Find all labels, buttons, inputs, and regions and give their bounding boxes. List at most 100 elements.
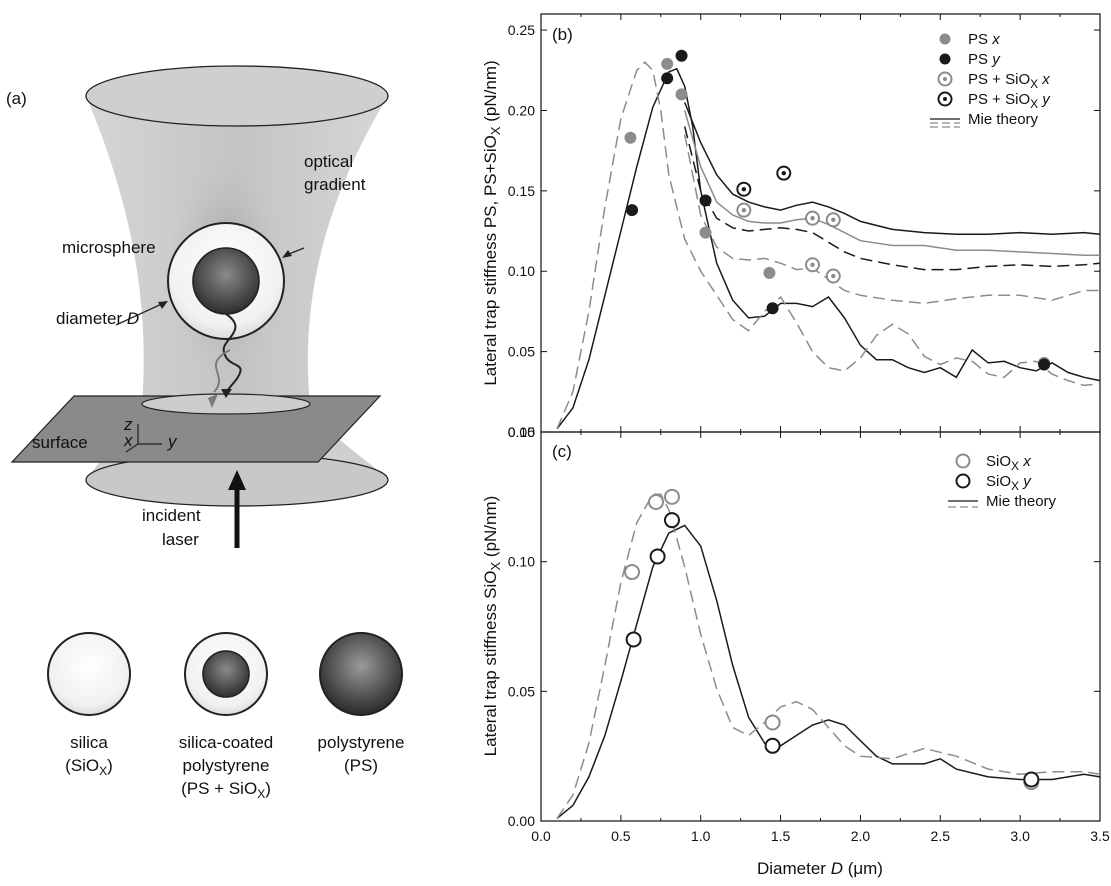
- silica-formula: (SiOX): [65, 756, 113, 778]
- x-axis-title-pre: Diameter: [757, 859, 831, 878]
- data-point-center: [810, 215, 815, 221]
- axis-z-label: z: [123, 415, 133, 434]
- mie-theory-curve: [556, 493, 1101, 819]
- data-point-center: [831, 217, 836, 222]
- data-point: [626, 204, 639, 217]
- x-tick-label: 2.0: [851, 828, 871, 844]
- coated-sphere-core: [202, 650, 250, 698]
- data-point: [766, 302, 779, 315]
- microsphere-label: microsphere: [62, 238, 156, 257]
- y-tick-label: 0.15: [508, 183, 535, 199]
- data-point: [763, 266, 776, 279]
- legend-marker: [955, 473, 971, 489]
- panel-b-theory-curves: [556, 61, 1101, 430]
- data-point-center: [741, 207, 747, 213]
- panel-b-ylabel-sub: X: [488, 126, 503, 135]
- panel-b-ticks: 0.00 0.05 0.10 0.15 0.20 0.25: [508, 14, 1101, 440]
- x-tick-label: 2.5: [931, 828, 951, 844]
- microsphere-core: [192, 247, 260, 315]
- axis-x-line: [125, 443, 139, 453]
- data-point-center: [831, 273, 836, 279]
- panel-b-ylabel-post: (pN/nm): [481, 60, 500, 126]
- surface-label: surface: [32, 433, 88, 452]
- x-axis-title-unit: (μm): [843, 859, 883, 878]
- diameter-arrow-left-head-icon: [158, 301, 168, 309]
- legend-marker: [939, 53, 951, 65]
- legend-label: PS y: [968, 51, 1001, 68]
- beam-top-ellipse: [85, 65, 389, 127]
- y-tick-label: 0.10: [508, 554, 535, 570]
- panel-c-ticks: 0.0 0.5 1.0 1.5 2.0 2.5 3.0 3.5 0.00 0.05 0.10 0.15: [508, 424, 1110, 844]
- panel-b-label: (b): [552, 25, 573, 44]
- diameter-symbol: D: [127, 309, 139, 328]
- panel-b-y-axis-title: Lateral trap stiffness PS, PS+SiOX (pN/n…: [481, 60, 503, 385]
- silica-formula-pre: (SiO: [65, 756, 99, 775]
- data-point-center: [781, 170, 786, 176]
- y-tick-label: 0.00: [508, 424, 535, 440]
- tether-arrow-head-icon: [221, 389, 232, 398]
- coated-formula-pre: (PS + SiO: [181, 779, 257, 798]
- data-point: [625, 631, 642, 648]
- panel-c-label: (c): [552, 442, 572, 461]
- optical-gradient-line2: gradient: [304, 175, 366, 194]
- panel-c: 0.0 0.5 1.0 1.5 2.0 2.5 3.0 3.5 0.00 0.05 0.10 0.15…: [481, 424, 1110, 878]
- data-point: [764, 714, 781, 731]
- y-tick-label: 0.05: [508, 683, 535, 699]
- tether-curve: [222, 313, 242, 393]
- data-point: [649, 548, 666, 565]
- optical-gradient-line1: optical: [304, 152, 353, 171]
- data-point: [675, 49, 688, 62]
- diameter-label: diameter D: [56, 309, 139, 328]
- y-tick-label: 0.15: [508, 424, 535, 440]
- y-tick-label: 0.20: [508, 102, 535, 118]
- legend-label: PS + SiOX y: [968, 91, 1051, 111]
- incident-line2: laser: [162, 530, 199, 549]
- data-point-center: [810, 262, 815, 267]
- tether-grey-curve: [213, 349, 231, 393]
- silica-sphere: [47, 632, 131, 716]
- panel-c-ylabel-sub: X: [488, 561, 503, 570]
- data-point: [647, 494, 664, 511]
- panel-b: 0.00 0.05 0.10 0.15 0.20 0.25 (b) PS x PS y PS …: [481, 13, 1101, 440]
- x-tick-label: 0.5: [611, 828, 631, 844]
- data-point: [624, 564, 641, 581]
- diameter-prefix: diameter: [56, 309, 127, 328]
- panel-b-data-points: [624, 49, 1051, 371]
- tether-grey-arrow-head-icon: [208, 394, 218, 408]
- data-point: [663, 488, 680, 505]
- legend-label: PS x: [968, 31, 1000, 48]
- mie-theory-curve: [683, 134, 1100, 305]
- panel-c-y-axis-title: Lateral trap stiffness SiOX (pN/nm): [481, 496, 503, 757]
- legend-label: SiOX x: [986, 453, 1031, 473]
- x-axis-title-symbol: D: [831, 859, 843, 878]
- y-tick-label: 0.05: [508, 344, 535, 360]
- x-tick-label: 1.5: [771, 828, 791, 844]
- y-tick-label: 0.10: [508, 263, 535, 279]
- coated-formula-post: ): [265, 779, 271, 798]
- data-point: [764, 737, 781, 754]
- data-point-center: [741, 187, 747, 192]
- panel-a: (a) optical gradient: [6, 65, 405, 801]
- diameter-arrow-right-head-icon: [282, 250, 292, 258]
- y-tick-label: 0.00: [508, 813, 535, 829]
- coated-formula: (PS + SiOX): [181, 779, 271, 801]
- mie-theory-curve: [556, 67, 1101, 430]
- y-tick-label: 0.25: [508, 22, 535, 38]
- polystyrene-name: polystyrene: [318, 733, 405, 752]
- data-point: [1038, 358, 1051, 371]
- coated-name-line2: polystyrene: [183, 756, 270, 775]
- data-point: [663, 512, 680, 529]
- coated-formula-sub: X: [257, 787, 265, 801]
- x-tick-label: 3.5: [1090, 828, 1110, 844]
- polystyrene-abbrev: (PS): [344, 756, 378, 775]
- panel-a-label: (a): [6, 89, 27, 108]
- mie-theory-curve: [556, 61, 1101, 430]
- x-tick-label: 0.0: [531, 828, 551, 844]
- data-point: [699, 194, 712, 207]
- axis-x-label: x: [123, 431, 133, 450]
- data-point: [1023, 771, 1040, 788]
- data-point: [699, 226, 712, 239]
- panel-c-ylabel-post: (pN/nm): [481, 496, 500, 562]
